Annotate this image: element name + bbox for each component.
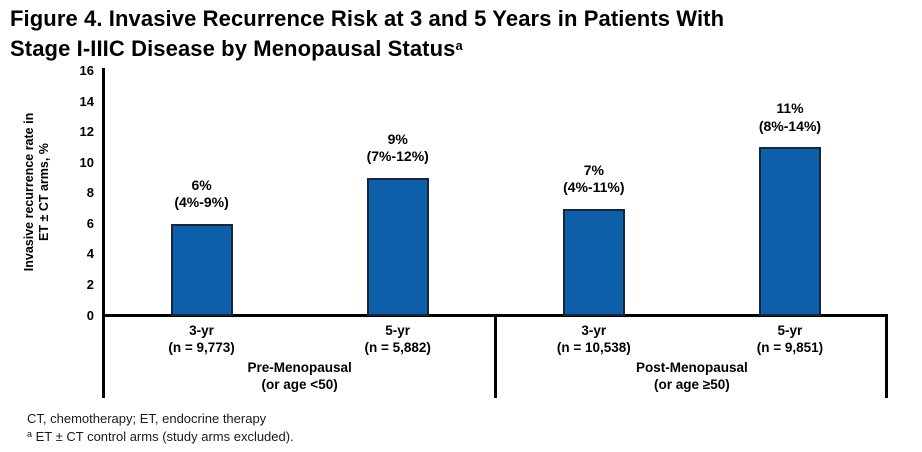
x-tick-n: (n = 9,773) [168,339,235,355]
y-tick-label: 16 [79,63,94,78]
x-tick-label: 5-yr (n = 9,851) [705,323,875,356]
x-tick-n: (n = 9,851) [756,339,824,355]
x-tick-period: 5-yr [777,323,803,338]
figure-title-line2-text: Stage I-IIIC Disease by Menopausal Statu… [10,36,456,61]
y-axis-line [102,68,105,398]
x-tick-period: 3-yr [581,323,607,338]
right-border-line [885,314,888,398]
bar-ci-text: (4%-11%) [563,179,625,196]
footnote-a-superscript: a [27,428,33,439]
group-label-age: (or age ≥50) [654,376,730,392]
y-tick-label: 2 [86,276,94,292]
abbreviation-note: CT, chemotherapy; ET, endocrine therapy [27,411,267,426]
bar [758,147,821,316]
bar-ci-text: (8%-14%) [758,117,822,134]
bar [562,208,625,316]
y-tick-label: 6 [86,215,94,231]
y-tick-label: 8 [86,185,94,201]
bar-value-text: 6% [191,176,212,193]
footnote-a: a ET ± CT control arms (study arms exclu… [27,427,294,445]
bar-value-label: 6% (4%-9%) [127,177,277,212]
bar-value-label: 9% (7%-12%) [323,131,473,166]
bar [170,223,233,316]
group-label-name: Pre-Menopausal [247,360,352,375]
group-label-name: Post-Menopausal [635,360,748,375]
group-label: Post-Menopausal (or age ≥50) [572,360,812,393]
bar-value-label: 11% (8%-14%) [715,100,865,135]
title-superscript: a [455,38,463,53]
y-tick-label: 10 [79,154,94,170]
bar-value-text: 9% [387,130,408,147]
footnote-a-text: ET ± CT control arms (study arms exclude… [32,428,294,444]
x-tick-n: (n = 10,538) [556,339,631,355]
bar-value-text: 11% [776,100,804,117]
x-tick-period: 5-yr [385,323,411,338]
y-tick-label: 0 [86,307,94,323]
x-tick-label: 5-yr (n = 5,882) [313,323,483,356]
y-tick-label: 12 [79,124,94,140]
figure-title: Figure 4. Invasive Recurrence Risk at 3 … [10,5,900,62]
bar-value-label: 7% (4%-11%) [519,162,669,197]
x-tick-label: 3-yr (n = 9,773) [117,323,287,356]
y-tick-label: 4 [86,246,94,262]
bar-value-text: 7% [583,161,604,178]
x-tick-n: (n = 5,882) [364,339,431,355]
figure-title-line1: Figure 4. Invasive Recurrence Risk at 3 … [10,6,725,31]
group-divider-line [494,314,497,398]
bar [366,177,429,316]
x-tick-label: 3-yr (n = 10,538) [509,323,679,356]
group-label: Pre-Menopausal (or age <50) [180,360,420,393]
y-tick-label: 14 [79,93,94,109]
figure-title-line2: Stage I-IIIC Disease by Menopausal Statu… [10,32,900,62]
bar-ci-text: (4%-9%) [174,194,229,211]
x-tick-period: 3-yr [189,323,214,338]
group-label-age: (or age <50) [261,376,338,392]
footnotes: CT, chemotherapy; ET, endocrine therapy … [27,411,294,444]
bar-ci-text: (7%-12%) [366,148,429,165]
